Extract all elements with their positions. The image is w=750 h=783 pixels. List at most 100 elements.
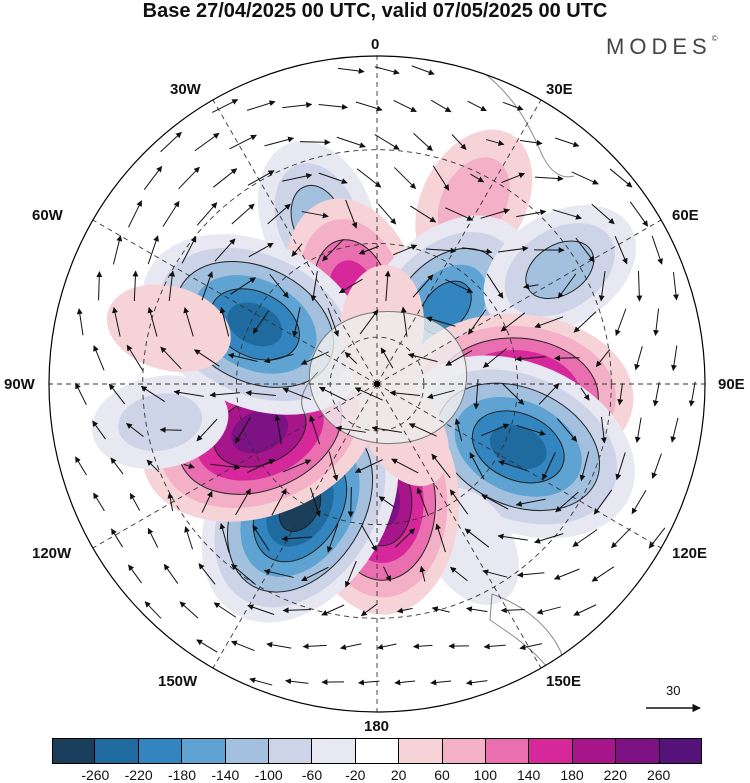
wind-vector xyxy=(247,604,275,615)
wind-vector xyxy=(318,103,348,110)
wind-vector xyxy=(263,353,294,364)
wind-vector xyxy=(426,316,456,327)
wind-vector xyxy=(498,460,528,472)
wind-vector xyxy=(538,383,560,405)
wind-vector xyxy=(360,603,377,617)
wind-vector xyxy=(557,273,577,299)
wind-vector xyxy=(374,66,400,75)
wind-vector xyxy=(595,349,611,368)
wind-vector xyxy=(196,418,218,442)
wind-vector xyxy=(194,132,220,152)
wind-vector xyxy=(92,420,106,440)
wind-vector xyxy=(209,391,240,398)
wind-vector xyxy=(408,423,437,437)
lon-label-30w: 30W xyxy=(170,81,201,98)
wind-vector xyxy=(282,173,313,182)
wind-vector xyxy=(615,452,626,481)
wind-vector xyxy=(328,451,339,482)
wind-vector xyxy=(75,456,87,476)
wind-vector xyxy=(327,307,340,337)
wind-vector xyxy=(575,237,595,263)
lon-label-90w: 90W xyxy=(4,376,35,393)
wind-vector xyxy=(300,351,329,365)
wind-vector xyxy=(163,563,179,584)
wind-vector xyxy=(426,247,457,254)
colorbar-swatch xyxy=(138,738,183,764)
wind-vector xyxy=(248,242,274,258)
colorbar-swatch xyxy=(442,738,487,764)
colorbar-tick-label: -20 xyxy=(345,767,366,783)
wind-vector xyxy=(580,387,590,401)
wind-vector xyxy=(501,172,526,184)
wind-vector xyxy=(516,209,547,218)
wind-vector xyxy=(470,173,485,183)
wind-vector xyxy=(282,387,312,401)
wind-vector xyxy=(467,100,487,112)
colorbar-swatch xyxy=(95,738,139,764)
wind-vector xyxy=(486,139,505,146)
wind-vector xyxy=(147,527,159,548)
wind-vector xyxy=(231,563,255,585)
wind-vector xyxy=(299,139,331,146)
wind-vector xyxy=(339,643,362,651)
lon-label-120w: 120W xyxy=(32,545,72,562)
colorbar-tick-label: 20 xyxy=(390,767,407,783)
wind-vector xyxy=(500,607,525,614)
wind-vector xyxy=(465,679,488,686)
wind-vector xyxy=(344,560,357,588)
wind-vector xyxy=(249,677,273,686)
colorbar-swatch xyxy=(399,738,443,764)
wind-vector xyxy=(337,67,365,74)
wind-vector xyxy=(160,346,182,370)
wind-vector xyxy=(281,535,313,542)
wind-vector xyxy=(252,524,270,551)
wind-vector xyxy=(445,350,473,366)
colorbar-tick-label: -140 xyxy=(211,767,240,783)
wind-vector xyxy=(344,351,358,365)
wind-vector xyxy=(234,416,252,444)
wind-vector xyxy=(482,348,507,368)
wind-vector xyxy=(670,417,679,443)
wind-vector xyxy=(345,199,358,229)
wind-vector xyxy=(591,203,615,225)
wind-vector xyxy=(629,201,649,227)
map-title: Base 27/04/2025 00 UTC, valid 07/05/2025… xyxy=(142,0,608,22)
negative-anomaly-shading xyxy=(525,241,594,299)
colorbar-tick-label: -100 xyxy=(254,767,283,783)
wind-vector xyxy=(128,200,142,228)
wind-vector xyxy=(219,306,230,337)
lon-label-150e: 150E xyxy=(546,673,582,690)
wind-vector xyxy=(147,306,158,337)
wind-vector xyxy=(319,386,347,402)
wind-vector xyxy=(291,243,303,257)
wind-vector xyxy=(400,306,408,337)
wind-vector xyxy=(412,643,433,650)
wind-vector xyxy=(634,346,643,371)
wind-vector xyxy=(555,491,579,513)
wind-vector xyxy=(598,271,606,302)
wind-vector xyxy=(430,99,452,113)
modes-logo: MODES© xyxy=(606,34,718,60)
wind-vector xyxy=(235,488,251,516)
wind-vector xyxy=(179,601,199,619)
wind-vector xyxy=(383,566,391,582)
meridian-line xyxy=(376,219,662,385)
wind-vector xyxy=(126,344,144,372)
wind-vector xyxy=(536,606,561,615)
wind-vector xyxy=(573,311,597,333)
lon-label-150w: 150W xyxy=(158,673,198,690)
wind-vector xyxy=(483,643,506,650)
wind-vector xyxy=(292,307,301,338)
wind-vectors xyxy=(75,65,696,686)
wind-vector xyxy=(473,379,480,410)
colorbar-tick-label: 100 xyxy=(473,767,498,783)
wind-vector xyxy=(213,602,237,618)
wind-vector xyxy=(573,604,597,616)
wind-vector xyxy=(126,422,144,438)
lon-label-180: 180 xyxy=(364,718,390,735)
wind-vector xyxy=(160,131,182,153)
wind-vector xyxy=(634,417,642,443)
lon-label-0: 0 xyxy=(371,36,380,53)
wind-vector xyxy=(670,345,678,372)
wind-vector xyxy=(93,345,105,371)
